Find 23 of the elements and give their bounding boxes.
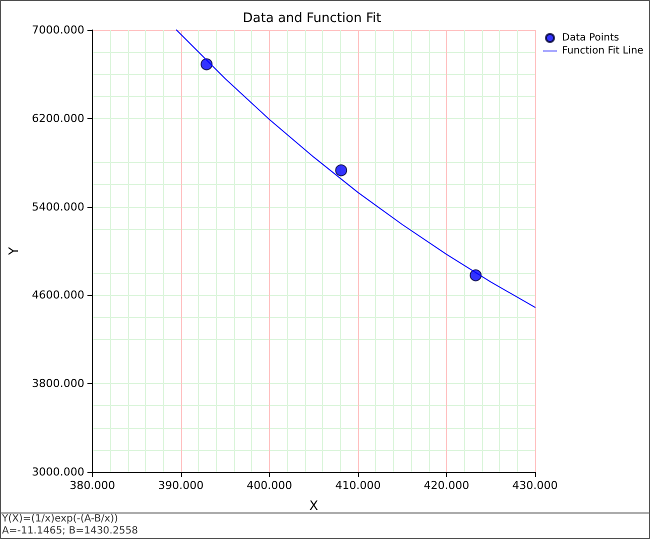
legend-label: Data Points (562, 32, 620, 44)
legend-label: Function Fit Line (562, 46, 644, 56)
x-tick-label: 400.000 (246, 479, 292, 492)
x-tick-label: 380.000 (70, 479, 116, 492)
x-tick-label: 430.000 (512, 479, 558, 492)
y-tick-label: 6200.000 (32, 112, 84, 125)
x-tick-label: 390.000 (158, 479, 204, 492)
y-tick-label: 3000.000 (32, 466, 84, 478)
chart-title: Data and Function Fit (242, 11, 382, 26)
x-axis-title: X (309, 499, 318, 514)
y-tick-label: 3800.000 (32, 377, 84, 390)
text: A=-11.1465; B=1430.2558 (2, 526, 138, 536)
y-tick-label: 5400.000 (32, 200, 84, 214)
point (200, 58, 213, 70)
point (470, 269, 482, 282)
line-series (176, 30, 536, 308)
point (335, 164, 348, 176)
x-tick-label: 420.000 (424, 479, 470, 492)
y-axis-title: Y (7, 246, 22, 256)
text: Y(X)=(1/x)exp(-(A-B/x)) (1, 514, 118, 524)
y-tick-label: 7000.000 (32, 24, 84, 36)
y-tick-label: 4600.000 (32, 288, 84, 302)
x-tick-label: 410.000 (335, 479, 381, 492)
